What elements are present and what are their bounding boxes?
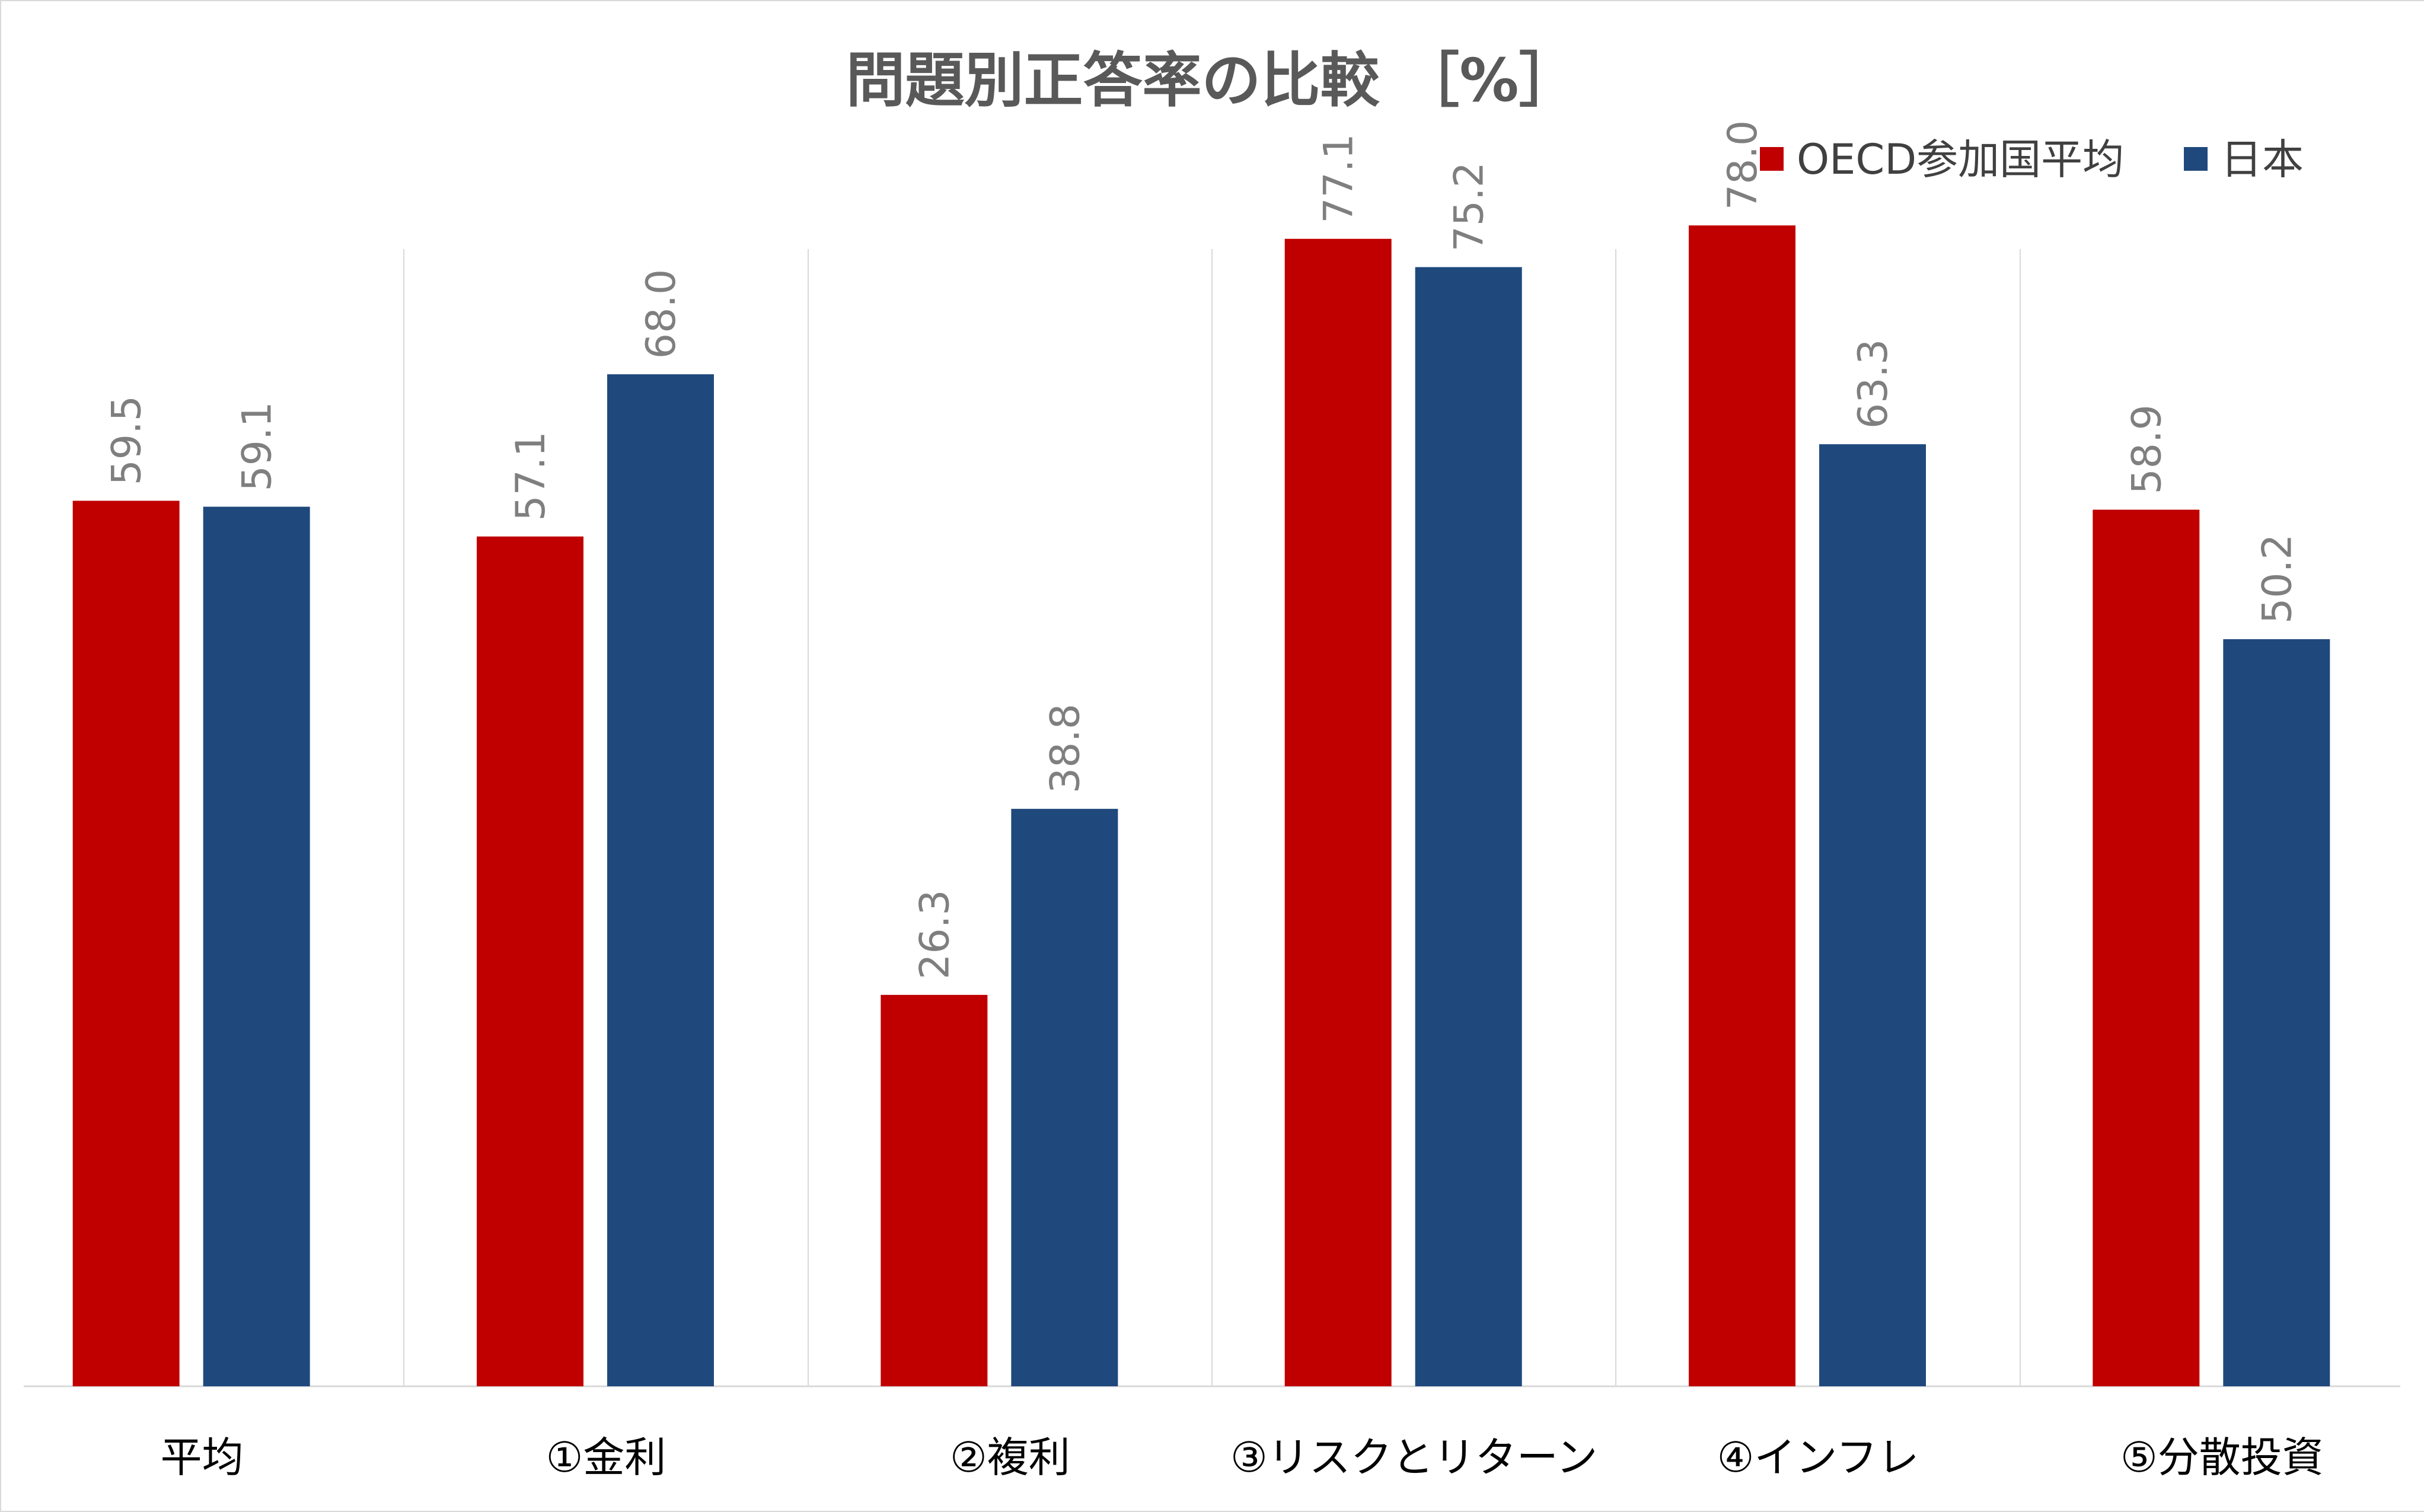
bar-oecd <box>2093 509 2200 1386</box>
bar-japan <box>1011 809 1118 1386</box>
data-label: 50.2 <box>2254 534 2301 624</box>
data-label: 78.0 <box>1720 120 1766 210</box>
data-label: 58.9 <box>2123 404 2170 494</box>
bar-japan <box>1819 444 1926 1387</box>
legend-swatch-oecd <box>1760 147 1784 171</box>
legend-label-japan: 日本 <box>2221 135 2304 184</box>
bar-oecd <box>1284 238 1392 1386</box>
legend: OECD参加国平均 日本 <box>1760 135 2304 184</box>
chart-title: 問題別正答率の比較 ［%］ <box>846 46 1578 115</box>
category-label: ①金利 <box>546 1433 666 1482</box>
data-label: 57.1 <box>508 431 554 521</box>
data-label: 38.8 <box>1042 704 1089 793</box>
bar-japan <box>1415 267 1522 1387</box>
bar-oecd <box>72 500 180 1386</box>
category-label: ②複利 <box>950 1433 1070 1482</box>
bar-oecd <box>477 536 583 1386</box>
data-label: 26.3 <box>911 889 958 979</box>
bar-japan <box>203 506 310 1386</box>
data-label: 68.0 <box>638 269 685 359</box>
category-label: ⑤分散投資 <box>2120 1433 2324 1482</box>
category-label: 平均 <box>161 1433 244 1482</box>
legend-label-oecd: OECD参加国平均 <box>1797 135 2124 184</box>
category-label: ③リスクとリターン <box>1230 1433 1597 1482</box>
plot-area: 59.5 59.1 平均 57.1 68.0 ①金利 26.3 38.8 ②複利 77.1 75.2… <box>24 120 2400 1482</box>
category-label: ④インフレ <box>1717 1433 1919 1482</box>
data-label: 75.2 <box>1446 162 1493 251</box>
data-label: 59.5 <box>104 395 151 485</box>
legend-swatch-japan <box>2184 147 2208 171</box>
bar-japan <box>607 374 714 1387</box>
data-label: 63.3 <box>1850 339 1897 429</box>
data-label: 59.1 <box>234 401 281 491</box>
bar-japan <box>2223 639 2330 1386</box>
data-label: 77.1 <box>1316 133 1363 223</box>
bar-oecd <box>881 994 988 1386</box>
bar-oecd <box>1689 225 1795 1387</box>
